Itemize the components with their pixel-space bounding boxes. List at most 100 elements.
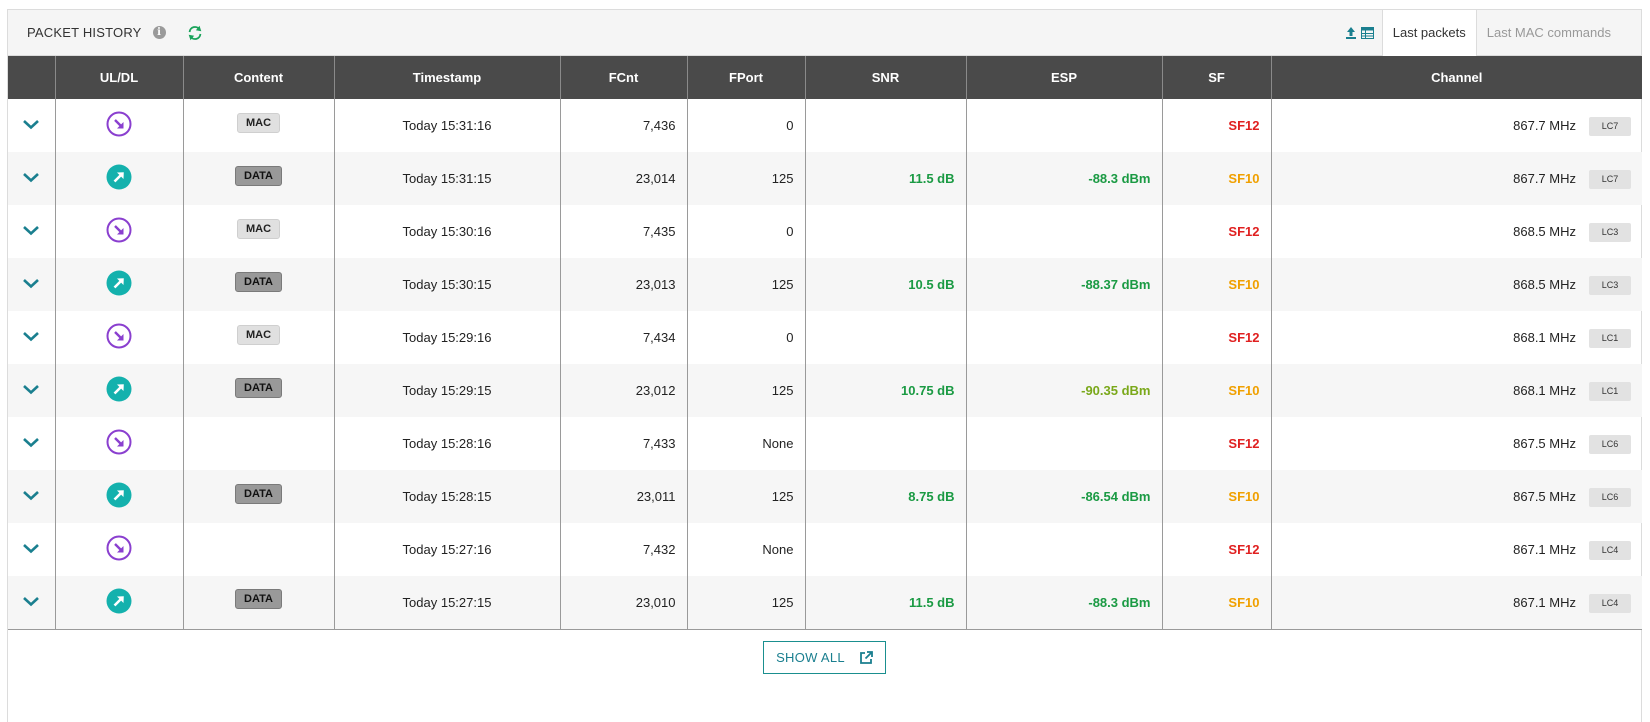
channel-badge: LC1 [1589, 382, 1631, 401]
table-icon[interactable] [1360, 26, 1374, 39]
snr-value: 11.5 dB [908, 594, 955, 610]
content-cell [183, 523, 335, 576]
sf-value: SF10 [1228, 489, 1260, 504]
chevron-down-icon[interactable] [22, 171, 40, 186]
external-link-icon [860, 650, 873, 664]
chevron-down-icon[interactable] [22, 118, 40, 133]
channel-cell: 867.7 MHz LC7 [1271, 152, 1642, 205]
table-row[interactable]: MAC Today 15:30:16 7,435 0 SF12 868.5 MHz LC3 [8, 205, 1642, 258]
channel-badge: LC1 [1589, 329, 1631, 348]
sf-value: SF12 [1228, 330, 1260, 345]
chevron-down-icon[interactable] [22, 489, 40, 504]
table-row[interactable]: DATA Today 15:29:15 23,012 125 10.75 dB -90.3… [8, 364, 1642, 417]
esp-value: -86.54 dBm [1081, 489, 1151, 504]
packet-table-body: MAC Today 15:31:16 7,436 0 SF12 867.7 MHz LC7 D… [8, 99, 1642, 630]
col-header-sf[interactable]: SF [1162, 56, 1272, 99]
col-header-timestamp[interactable]: Timestamp [334, 56, 561, 99]
chevron-down-icon[interactable] [22, 330, 40, 345]
timestamp-cell: Today 15:28:16 [334, 417, 561, 470]
chevron-down-icon[interactable] [22, 595, 40, 610]
sf-value: SF12 [1228, 542, 1260, 557]
col-header-esp[interactable]: ESP [966, 56, 1163, 99]
sf-cell: SF10 [1162, 364, 1272, 417]
fport-cell: 0 [687, 205, 806, 258]
table-row[interactable]: Today 15:27:16 7,432 None SF12 867.1 MHz LC4 [8, 523, 1642, 576]
esp-cell: -88.37 dBm [966, 258, 1163, 311]
content-badge-mac: MAC [236, 218, 281, 239]
show-all-button[interactable]: SHOW ALL [763, 641, 886, 674]
channel-frequency: 867.7 MHz [1513, 171, 1576, 186]
snr-value: 8.75 dB [908, 489, 955, 504]
channel-cell: 868.1 MHz LC1 [1271, 311, 1642, 364]
table-row[interactable]: DATA Today 15:28:15 23,011 125 8.75 dB -86.54… [8, 470, 1642, 523]
panel-header: PACKET HISTORY i Las [8, 10, 1641, 56]
arrow-down-right-icon [106, 111, 132, 137]
tab-last-packets[interactable]: Last packets [1381, 10, 1477, 56]
sf-value: SF12 [1228, 436, 1260, 451]
col-header-fcnt[interactable]: FCnt [560, 56, 688, 99]
fcnt-cell: 23,011 [560, 470, 688, 523]
direction-cell [55, 258, 184, 311]
content-cell: DATA [183, 470, 335, 523]
channel-badge: LC7 [1589, 117, 1631, 136]
chevron-down-icon[interactable] [22, 224, 40, 239]
col-header-fport[interactable]: FPort [687, 56, 806, 99]
timestamp-cell: Today 15:29:16 [334, 311, 561, 364]
snr-cell [805, 311, 967, 364]
channel-badge: LC3 [1589, 276, 1631, 295]
arrow-down-right-icon [106, 535, 132, 561]
fport-cell: 125 [687, 152, 806, 205]
sf-cell: SF12 [1162, 417, 1272, 470]
sf-value: SF10 [1228, 277, 1260, 292]
fport-cell: 0 [687, 311, 806, 364]
chevron-down-icon[interactable] [22, 277, 40, 292]
content-cell: MAC [183, 311, 335, 364]
arrow-down-right-icon [106, 429, 132, 455]
sf-cell: SF10 [1162, 152, 1272, 205]
table-row[interactable]: Today 15:28:16 7,433 None SF12 867.5 MHz LC6 [8, 417, 1642, 470]
timestamp-cell: Today 15:28:15 [334, 470, 561, 523]
esp-cell [966, 99, 1163, 152]
timestamp-cell: Today 15:31:15 [334, 152, 561, 205]
timestamp-cell: Today 15:31:16 [334, 99, 561, 152]
expand-cell [8, 99, 56, 152]
col-header-direction[interactable]: UL/DL [55, 56, 184, 99]
snr-cell [805, 417, 967, 470]
direction-cell [55, 523, 184, 576]
table-row[interactable]: DATA Today 15:31:15 23,014 125 11.5 dB -88.3 … [8, 152, 1642, 205]
fport-cell: 125 [687, 470, 806, 523]
direction-cell [55, 311, 184, 364]
col-header-content[interactable]: Content [183, 56, 335, 99]
refresh-icon[interactable] [186, 24, 204, 42]
info-icon[interactable]: i [152, 26, 166, 39]
sf-value: SF10 [1228, 171, 1260, 186]
table-header-row: UL/DL Content Timestamp FCnt FPort SNR E… [8, 56, 1642, 99]
content-cell: MAC [183, 205, 335, 258]
table-row[interactable]: DATA Today 15:27:15 23,010 125 11.5 dB -88.3 … [8, 576, 1642, 630]
table-row[interactable]: DATA Today 15:30:15 23,013 125 10.5 dB -88.37… [8, 258, 1642, 311]
channel-frequency: 868.1 MHz [1513, 383, 1576, 398]
chevron-down-icon[interactable] [22, 436, 40, 451]
col-header-channel[interactable]: Channel [1271, 56, 1642, 99]
chevron-down-icon[interactable] [22, 542, 40, 557]
direction-cell [55, 99, 184, 152]
chevron-down-icon[interactable] [22, 383, 40, 398]
snr-cell: 8.75 dB [805, 470, 967, 523]
snr-cell: 10.75 dB [805, 364, 967, 417]
sf-value: SF10 [1228, 594, 1260, 610]
channel-badge: LC4 [1589, 541, 1631, 560]
export-icon[interactable] [1345, 26, 1357, 40]
content-cell: MAC [183, 99, 335, 152]
fport-cell: 125 [687, 576, 806, 630]
fport-cell: None [687, 417, 806, 470]
esp-cell: -88.3 dBm [966, 152, 1163, 205]
table-row[interactable]: MAC Today 15:29:16 7,434 0 SF12 868.1 MHz LC1 [8, 311, 1642, 364]
snr-cell: 10.5 dB [805, 258, 967, 311]
sf-cell: SF10 [1162, 470, 1272, 523]
table-row[interactable]: MAC Today 15:31:16 7,436 0 SF12 867.7 MHz LC7 [8, 99, 1642, 152]
fcnt-cell: 7,436 [560, 99, 688, 152]
tab-last-mac-commands[interactable]: Last MAC commands [1486, 25, 1611, 40]
esp-value: -90.35 dBm [1081, 383, 1151, 398]
content-cell: DATA [183, 364, 335, 417]
col-header-snr[interactable]: SNR [805, 56, 967, 99]
